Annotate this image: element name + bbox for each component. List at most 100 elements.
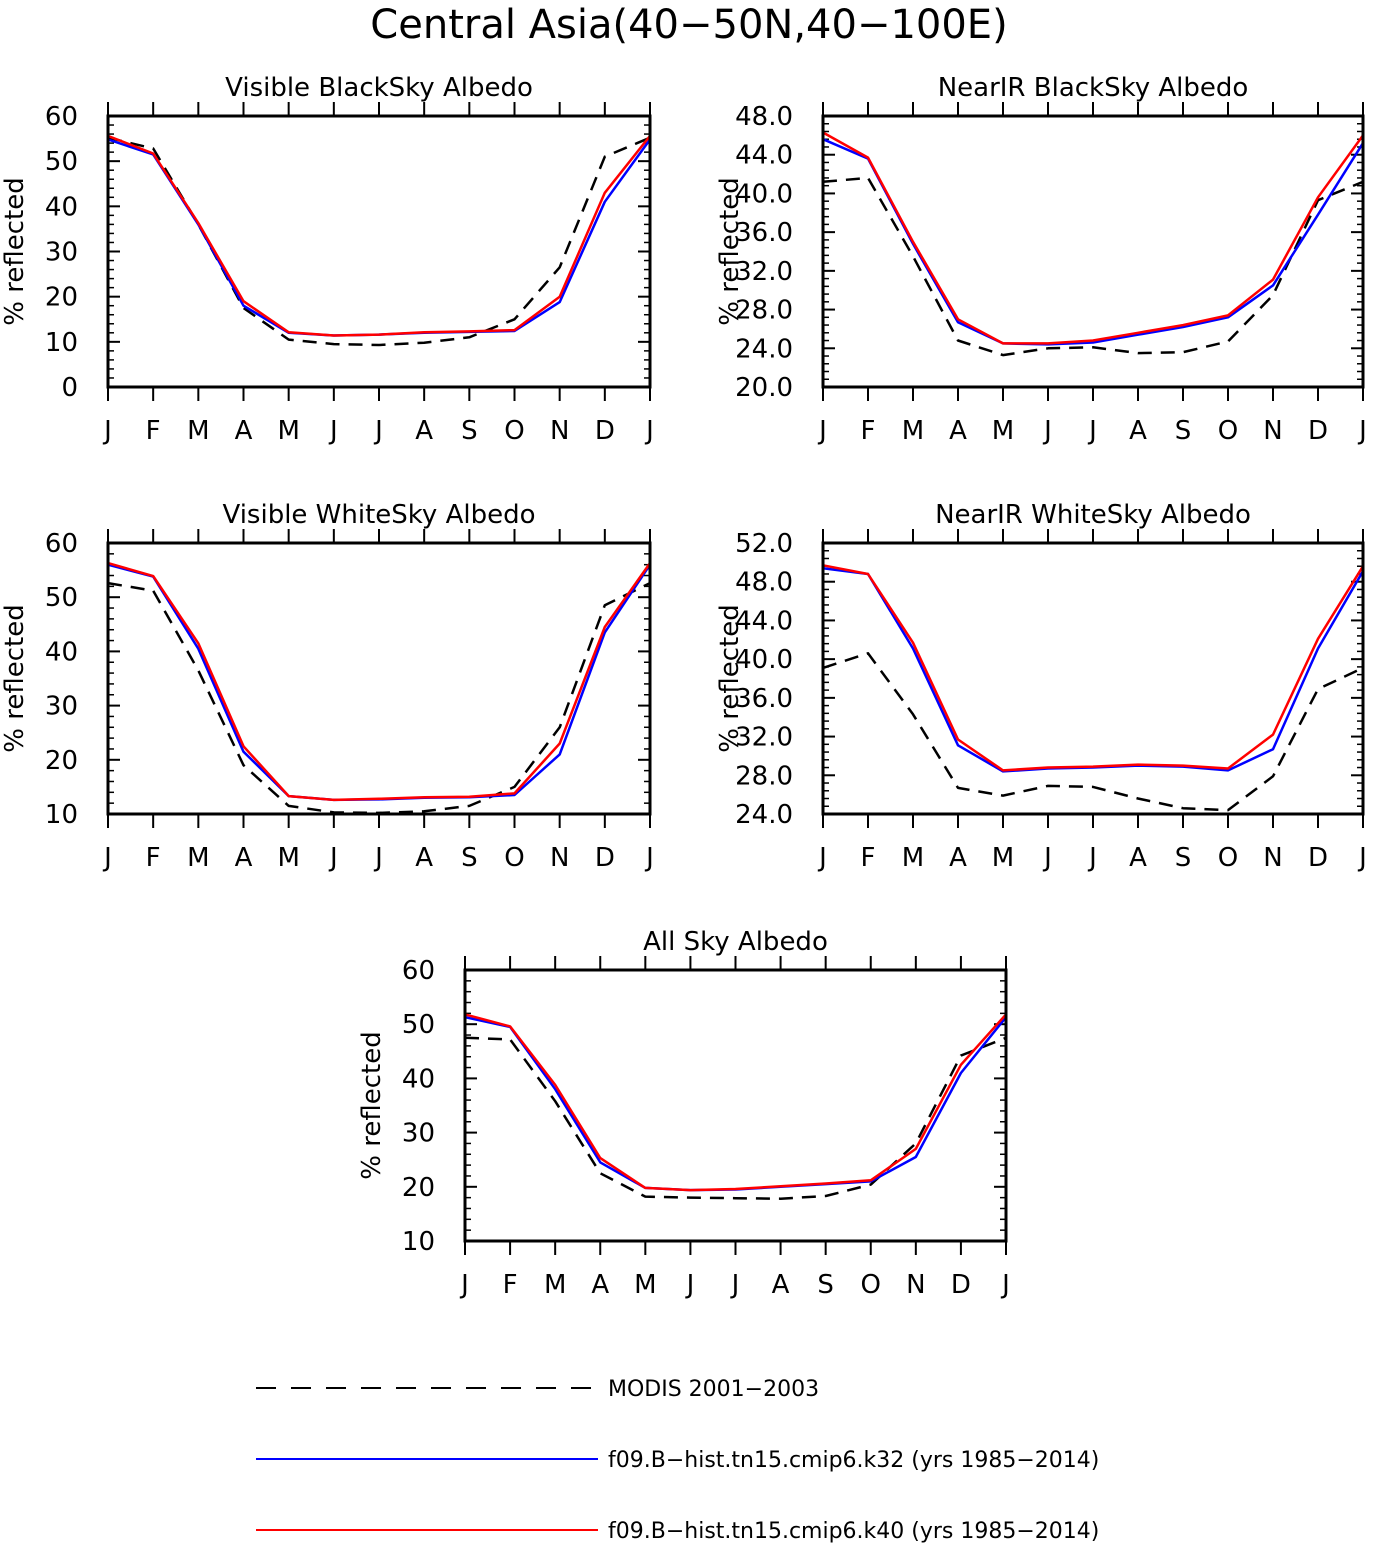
x-tick-label: D [595, 843, 615, 873]
panel-title: All Sky Albedo [643, 927, 828, 957]
panel-title: Visible BlackSky Albedo [225, 73, 533, 103]
x-tick-label: A [591, 1270, 609, 1300]
y-axis-label: % reflected [0, 177, 30, 325]
plot-frame [821, 541, 1365, 816]
y-tick-label: 30 [45, 692, 78, 722]
y-tick-label: 20 [45, 283, 78, 313]
x-tick-label: J [328, 416, 338, 446]
y-tick-label: 48.0 [735, 568, 793, 598]
y-axis-label: % reflected [357, 1031, 387, 1179]
series-line-k40 [107, 561, 652, 802]
x-tick-label: N [1263, 843, 1282, 873]
y-tick-label: 10 [402, 1227, 435, 1257]
x-tick-label: D [595, 416, 615, 446]
x-tick-label: S [1175, 843, 1192, 873]
series-line-k32 [107, 563, 652, 802]
x-tick-label: J [730, 1270, 740, 1300]
x-tick-label: D [1308, 416, 1328, 446]
x-tick-label: M [544, 1270, 566, 1300]
legend-label-k32: f09.B−hist.tn15.cmip6.k32 (yrs 1985−2014… [608, 1448, 1099, 1473]
series-line-modis [822, 652, 1364, 812]
x-tick-label: S [461, 843, 478, 873]
y-tick-label: 24.0 [735, 800, 793, 830]
y-tick-label: 30 [402, 1119, 435, 1149]
x-tick-label: A [415, 843, 433, 873]
y-tick-label: 32.0 [735, 723, 793, 753]
x-tick-label: F [861, 843, 876, 873]
figure-title: Central Asia(40−50N,40−100E) [370, 2, 1007, 48]
series-line-modis [822, 176, 1364, 357]
series-line-k32 [107, 138, 652, 337]
plot-frame [463, 968, 1008, 1243]
y-tick-label: 36.0 [735, 218, 793, 248]
series-line-modis [464, 1036, 1007, 1200]
legend-label-k40: f09.B−hist.tn15.cmip6.k40 (yrs 1985−2014… [608, 1519, 1099, 1544]
x-tick-label: D [951, 1270, 971, 1300]
y-tick-label: 40 [45, 637, 78, 667]
chart-panel-3: Visible WhiteSky Albedo % reflected 10 20 30… [0, 500, 654, 873]
x-tick-label: N [906, 1270, 925, 1300]
x-tick-label: J [644, 843, 654, 873]
y-tick-label: 40 [45, 192, 78, 222]
plot-frame [106, 541, 652, 816]
x-tick-label: J [328, 843, 338, 873]
x-tick-label: M [992, 416, 1014, 446]
y-tick-label: 40.0 [735, 645, 793, 675]
x-tick-label: A [1129, 843, 1147, 873]
x-tick-label: J [102, 843, 112, 873]
x-tick-label: O [861, 1270, 881, 1300]
x-tick-label: M [187, 843, 209, 873]
x-tick-label: N [550, 843, 569, 873]
x-tick-label: S [461, 416, 478, 446]
x-tick-label: J [1042, 843, 1052, 873]
x-tick-label: F [146, 416, 161, 446]
x-tick-label: J [1000, 1270, 1010, 1300]
x-tick-label: A [949, 843, 967, 873]
x-tick-label: F [503, 1270, 518, 1300]
x-tick-label: J [1087, 843, 1097, 873]
x-tick-label: M [187, 416, 209, 446]
y-tick-label: 60 [45, 529, 78, 559]
x-tick-label: N [1263, 416, 1282, 446]
y-tick-label: 52.0 [735, 529, 793, 559]
x-tick-label: S [817, 1270, 834, 1300]
x-tick-label: J [1357, 416, 1367, 446]
x-tick-label: F [861, 416, 876, 446]
legend: MODIS 2001−2003 f09.B−hist.tn15.cmip6.k32… [256, 1377, 1099, 1544]
chart-panel-1: Visible BlackSky Albedo % reflected 0 10 20 3… [0, 73, 654, 446]
x-tick-label: M [902, 416, 924, 446]
x-tick-label: J [373, 843, 383, 873]
y-tick-label: 60 [402, 956, 435, 986]
panel-title: NearIR WhiteSky Albedo [935, 500, 1251, 530]
y-tick-label: 20.0 [735, 373, 793, 403]
plot-frame [106, 114, 652, 389]
y-axis-label: % reflected [715, 177, 745, 325]
y-axis-label: % reflected [715, 604, 745, 752]
x-tick-label: O [1218, 416, 1238, 446]
y-tick-label: 48.0 [735, 102, 793, 132]
series-line-k40 [464, 1013, 1007, 1192]
y-tick-label: 36.0 [735, 684, 793, 714]
chart-panel-2: NearIR BlackSky Albedo % reflected 20.0 24.… [715, 73, 1367, 446]
y-tick-label: 0 [61, 373, 78, 403]
y-tick-label: 24.0 [735, 334, 793, 364]
legend-label-modis: MODIS 2001−2003 [608, 1377, 819, 1402]
y-tick-label: 10 [45, 800, 78, 830]
x-tick-label: A [415, 416, 433, 446]
y-tick-label: 50 [45, 147, 78, 177]
series-line-modis [107, 136, 651, 347]
series-line-k40 [822, 564, 1365, 772]
y-tick-label: 28.0 [735, 761, 793, 791]
x-tick-label: J [817, 416, 827, 446]
y-tick-label: 10 [45, 328, 78, 358]
x-tick-label: A [235, 416, 253, 446]
y-tick-label: 40.0 [735, 179, 793, 209]
x-tick-label: J [459, 1270, 469, 1300]
y-tick-label: 30 [45, 238, 78, 268]
panel-title: NearIR BlackSky Albedo [938, 73, 1249, 103]
x-tick-label: J [102, 416, 112, 446]
x-tick-label: J [1357, 843, 1367, 873]
